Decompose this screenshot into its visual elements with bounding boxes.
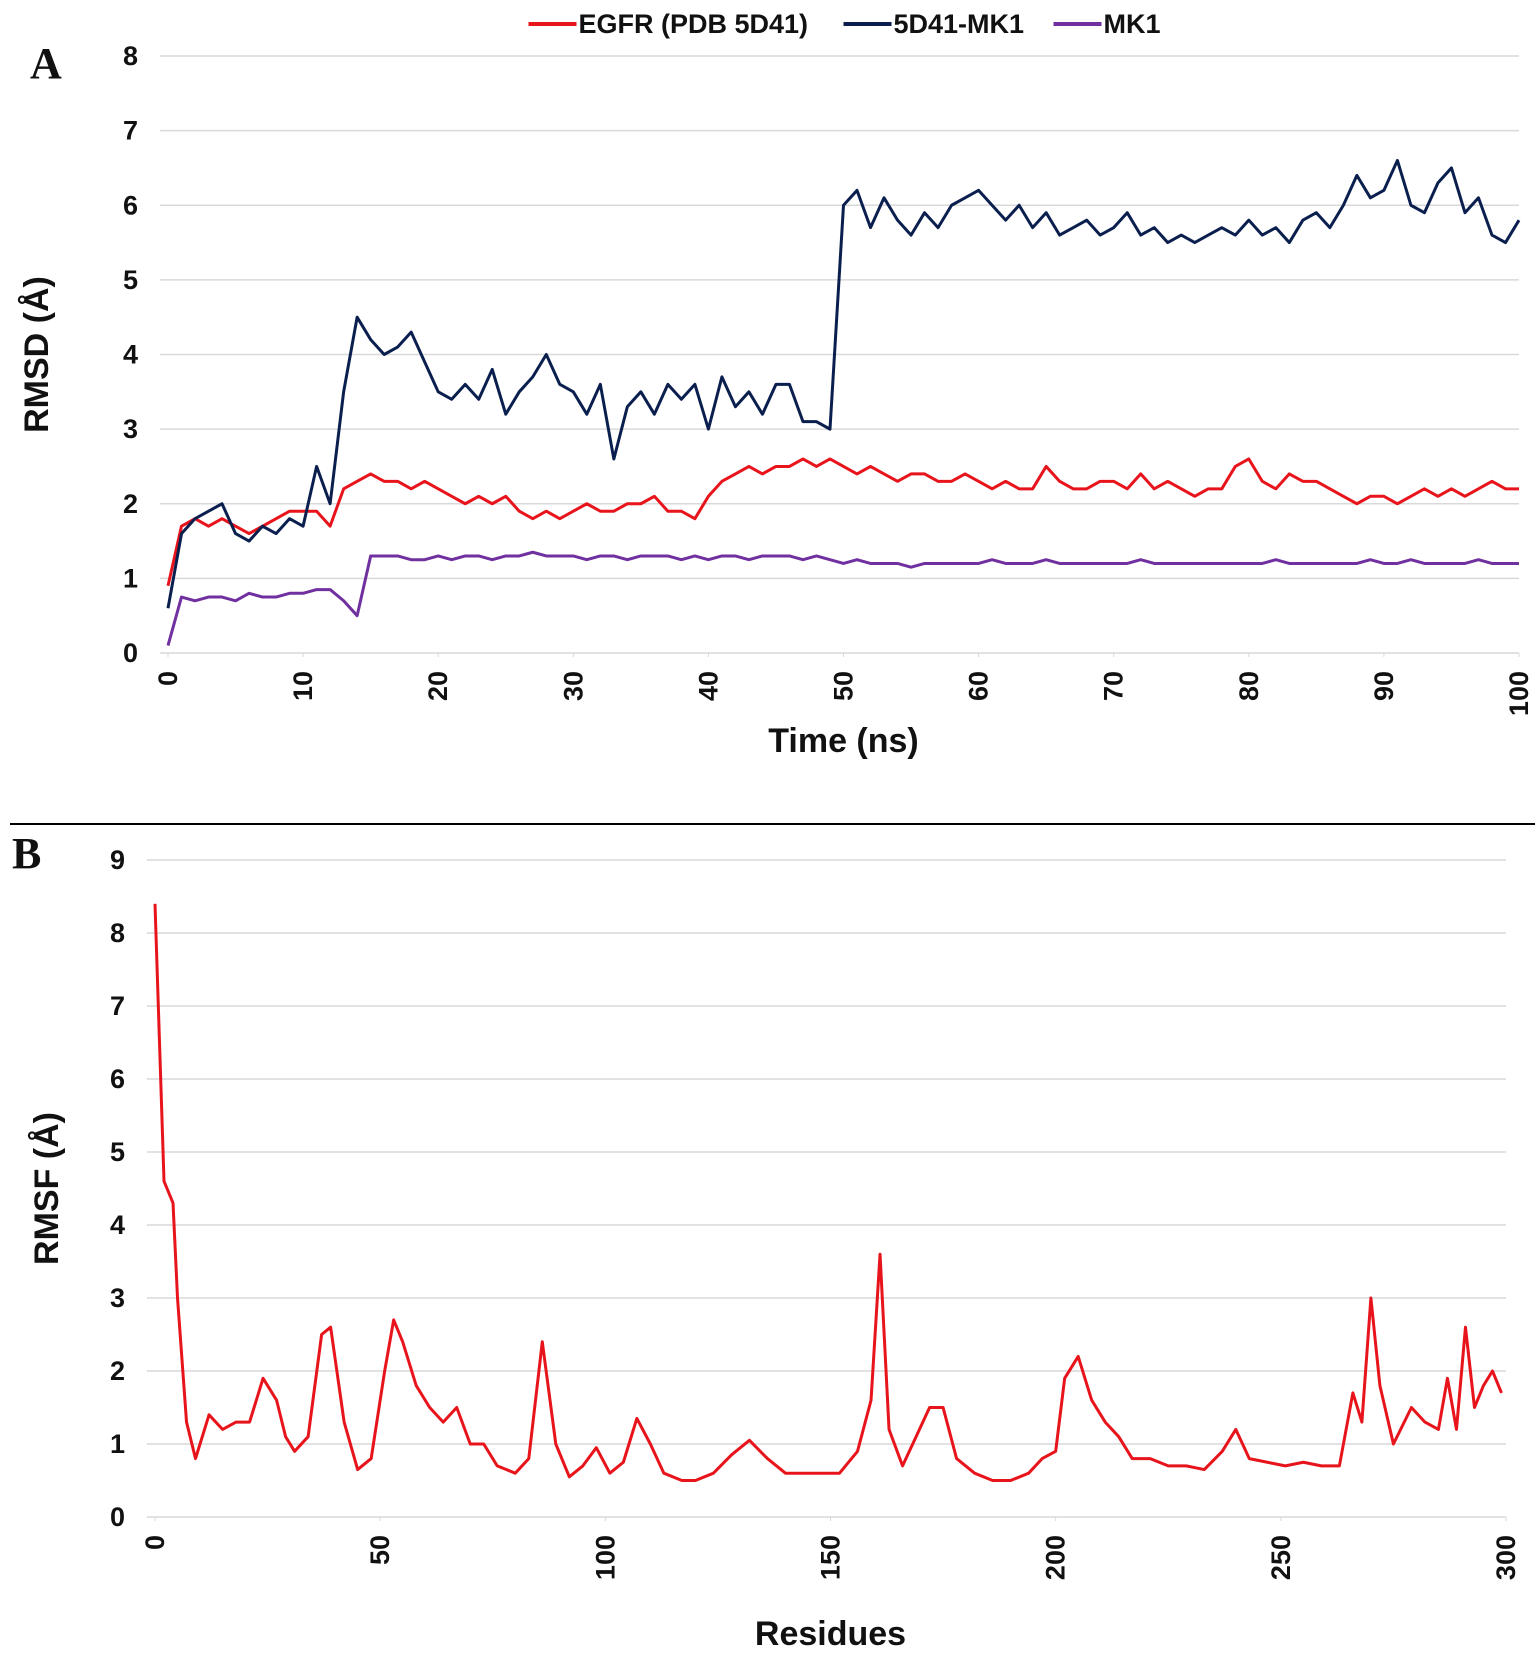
- data-line: [153, 903, 1503, 1482]
- legend-label: EGFR (PDB 5D41): [579, 9, 809, 39]
- data-line: [166, 158, 1521, 609]
- x-tick-label: 60: [964, 671, 994, 701]
- x-tick-label: 50: [829, 671, 859, 701]
- legend-label: MK1: [1104, 9, 1161, 39]
- x-tick-label: 100: [590, 1535, 620, 1580]
- x-tick-label: 10: [288, 671, 318, 701]
- y-tick-label: 2: [123, 489, 138, 519]
- y-tick-label: 9: [110, 845, 125, 875]
- x-tick-label: 30: [558, 671, 588, 701]
- y-tick-label: 0: [110, 1502, 125, 1532]
- x-axis-label: Residues: [755, 1615, 906, 1653]
- y-tick-label: 6: [110, 1064, 125, 1094]
- y-tick-label: 5: [110, 1137, 125, 1167]
- panel-label: A: [30, 39, 62, 88]
- x-tick-label: 50: [365, 1535, 395, 1565]
- x-tick-label: 0: [140, 1535, 170, 1550]
- data-line: [166, 457, 1519, 587]
- legend-label: 5D41-MK1: [894, 9, 1025, 39]
- y-tick-label: 7: [123, 116, 138, 146]
- y-tick-label: 3: [123, 414, 138, 444]
- x-tick-label: 70: [1099, 671, 1129, 701]
- x-tick-label: 20: [423, 671, 453, 701]
- panel-label: B: [12, 829, 41, 878]
- y-tick-label: 0: [123, 638, 138, 668]
- x-tick-label: 200: [1041, 1535, 1071, 1580]
- x-tick-label: 300: [1491, 1535, 1521, 1580]
- x-tick-label: 250: [1266, 1535, 1296, 1580]
- y-tick-label: 8: [123, 41, 138, 71]
- y-tick-label: 2: [110, 1356, 125, 1386]
- data-line: [166, 550, 1519, 646]
- x-tick-label: 100: [1504, 671, 1534, 716]
- x-tick-label: 0: [153, 671, 183, 686]
- x-tick-label: 150: [816, 1535, 846, 1580]
- y-tick-label: 1: [123, 563, 138, 593]
- y-tick-label: 4: [123, 340, 138, 370]
- y-tick-label: 8: [110, 918, 125, 948]
- y-tick-label: 5: [123, 265, 138, 295]
- y-tick-label: 6: [123, 190, 138, 220]
- y-axis-label: RMSF (Å): [28, 1112, 66, 1265]
- x-tick-label: 80: [1234, 671, 1264, 701]
- y-tick-label: 4: [110, 1210, 125, 1240]
- x-tick-label: 40: [693, 671, 723, 701]
- y-tick-label: 1: [110, 1429, 125, 1459]
- y-tick-label: 7: [110, 991, 125, 1021]
- y-tick-label: 3: [110, 1283, 125, 1313]
- x-tick-label: 90: [1369, 671, 1399, 701]
- y-axis-label: RMSD (Å): [18, 276, 56, 433]
- x-axis-label: Time (ns): [768, 722, 919, 760]
